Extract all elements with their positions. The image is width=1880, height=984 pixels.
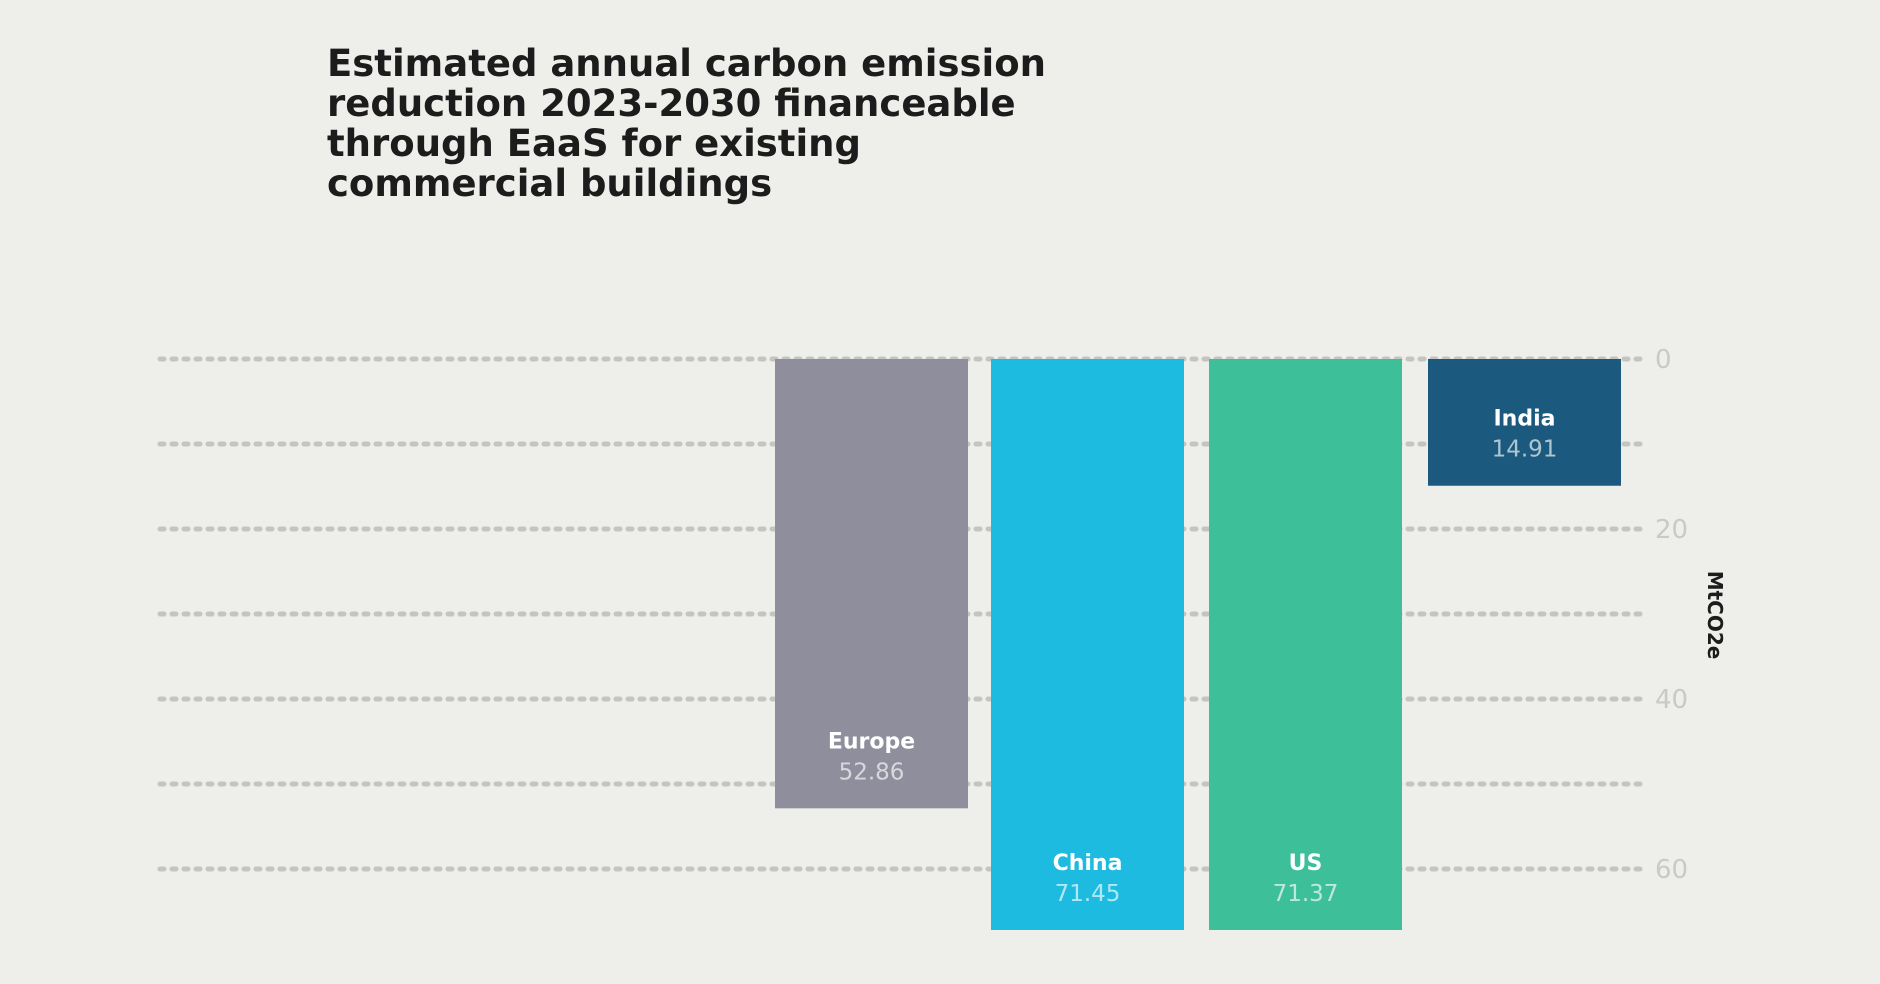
bar-china	[991, 359, 1184, 930]
bar-category-label: Europe	[828, 729, 915, 754]
bar-value-label: 52.86	[839, 759, 905, 785]
y-tick-label: 40	[1655, 685, 1688, 715]
chart-title: Estimated annual carbon emission reducti…	[327, 42, 1046, 205]
bar-europe	[775, 359, 968, 809]
y-tick-label: 0	[1655, 345, 1672, 375]
bars: Europe 52.86 China 71.45 US 71.37 India 14.91	[775, 359, 1621, 930]
bar-india	[1428, 359, 1621, 486]
bar-category-label: India	[1494, 407, 1556, 432]
bar-category-label: US	[1289, 851, 1323, 876]
y-tick-label: 20	[1655, 515, 1688, 545]
y-tick-label: 60	[1655, 855, 1688, 885]
bar-value-label: 14.91	[1492, 437, 1558, 463]
bar-value-label: 71.45	[1055, 881, 1121, 907]
y-axis-label: MtCO2e	[1703, 571, 1727, 660]
bar-us	[1209, 359, 1402, 930]
bar-category-label: China	[1053, 851, 1123, 876]
bar-value-label: 71.37	[1273, 881, 1339, 907]
y-axis-ticks: 0 20 40 60	[1655, 345, 1688, 885]
